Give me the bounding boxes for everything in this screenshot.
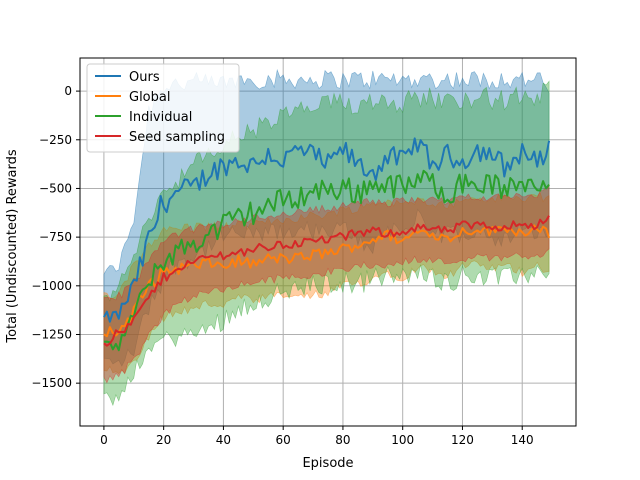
- x-tick-label: 80: [335, 433, 350, 447]
- axis-ticks: 0 20 40 60 80 100 120 140 0 −250 −500 −750 −1000 −125…: [31, 84, 533, 447]
- x-tick-label: 20: [156, 433, 171, 447]
- legend-label-ours: Ours: [129, 70, 160, 85]
- y-tick-label: −500: [39, 181, 72, 195]
- legend-label-global: Global: [129, 90, 170, 105]
- x-tick-label: 40: [216, 433, 231, 447]
- x-tick-label: 60: [276, 433, 291, 447]
- line-individual: [103, 169, 550, 352]
- x-tick-label: 120: [451, 433, 474, 447]
- legend-label-individual: Individual: [129, 110, 192, 125]
- legend-label-seed-sampling: Seed sampling: [129, 130, 225, 145]
- x-axis-label: Episode: [302, 456, 353, 471]
- y-tick-label: −750: [39, 230, 72, 244]
- x-tick-label: 140: [511, 433, 534, 447]
- line-ours: [103, 137, 551, 323]
- line-seed-sampling: [103, 215, 550, 347]
- y-tick-label: −250: [39, 133, 72, 147]
- y-tick-label: 0: [64, 84, 72, 98]
- series-lines: [103, 137, 551, 352]
- legend-box: [86, 63, 240, 153]
- y-tick-label: −1500: [31, 376, 72, 390]
- grid: [80, 58, 576, 426]
- line-global: [103, 224, 551, 338]
- y-tick-label: −1250: [31, 327, 72, 341]
- x-tick-label: 100: [391, 433, 414, 447]
- legend: Ours Global Individual Seed sampling: [86, 63, 240, 153]
- x-tick-label: 0: [100, 433, 108, 447]
- plot-frame: [79, 57, 577, 427]
- band-seed-sampling: [103, 184, 550, 384]
- y-axis-label: Total (Undiscounted) Rewards: [5, 149, 20, 344]
- y-tick-label: −1000: [31, 279, 72, 293]
